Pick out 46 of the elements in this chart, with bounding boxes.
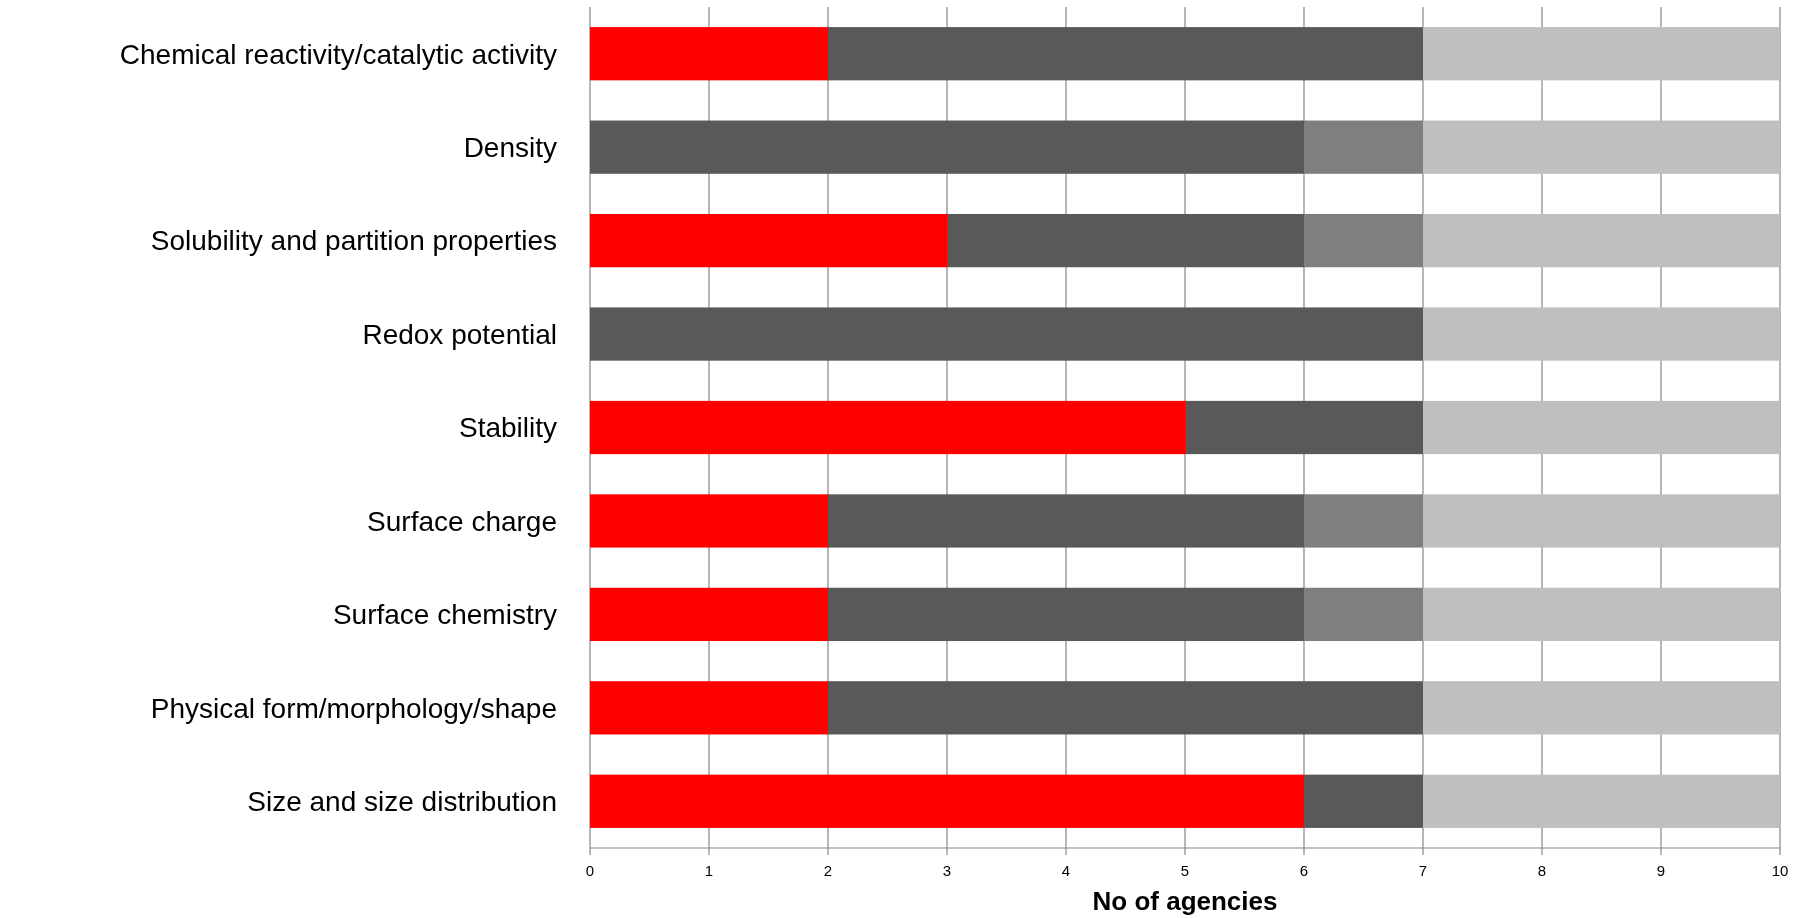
bar bbox=[590, 27, 828, 81]
x-tick-label: 0 bbox=[585, 862, 595, 879]
y-tick-label: Size and size distribution bbox=[247, 786, 557, 818]
bar bbox=[828, 494, 1304, 548]
y-tick-label: Density bbox=[463, 131, 557, 163]
y-tick-label: Surface charge bbox=[367, 505, 557, 537]
bar bbox=[947, 213, 1304, 268]
x-tick-label: 6 bbox=[1299, 862, 1309, 879]
x-tick-label: 2 bbox=[823, 862, 833, 879]
y-tick-label: Surface chemistry bbox=[332, 599, 557, 631]
bar bbox=[1423, 494, 1780, 548]
bar bbox=[828, 681, 1423, 735]
bar bbox=[1185, 400, 1423, 455]
x-tick-label: 7 bbox=[1418, 862, 1428, 879]
y-tick-label: Redox potential bbox=[362, 318, 557, 350]
x-tick-label: 5 bbox=[1180, 862, 1190, 879]
bar bbox=[1423, 307, 1780, 361]
bar bbox=[590, 587, 828, 642]
y-tick-label: Chemical reactivity/catalytic activity bbox=[119, 38, 557, 70]
x-tick-label: 4 bbox=[1061, 862, 1071, 879]
x-tick-label: 10 bbox=[1771, 862, 1789, 879]
y-tick-label: Solubility and partition properties bbox=[150, 225, 557, 257]
bar bbox=[1423, 587, 1780, 642]
bar bbox=[590, 213, 947, 268]
bar bbox=[1304, 774, 1423, 828]
bar bbox=[828, 587, 1304, 642]
bar bbox=[1423, 681, 1780, 735]
bar bbox=[590, 494, 828, 548]
bar bbox=[1423, 213, 1780, 268]
x-tick-label: 9 bbox=[1656, 862, 1666, 879]
bar bbox=[590, 120, 1304, 174]
bar bbox=[590, 681, 828, 735]
x-axis-title: No of agencies bbox=[1092, 886, 1278, 916]
x-tick-label: 1 bbox=[704, 862, 714, 879]
bar bbox=[590, 307, 1423, 361]
x-tick-label: 3 bbox=[942, 862, 952, 879]
bar bbox=[828, 27, 1423, 81]
bar bbox=[590, 774, 1304, 828]
x-tick-label: 8 bbox=[1537, 862, 1547, 879]
y-tick-label: Physical form/morphology/shape bbox=[150, 692, 557, 724]
y-tick-label: Stability bbox=[458, 412, 557, 444]
bar bbox=[1423, 774, 1780, 828]
bar bbox=[1423, 27, 1780, 81]
bar bbox=[1423, 400, 1780, 455]
bar bbox=[590, 400, 1185, 455]
bar bbox=[1423, 120, 1780, 174]
